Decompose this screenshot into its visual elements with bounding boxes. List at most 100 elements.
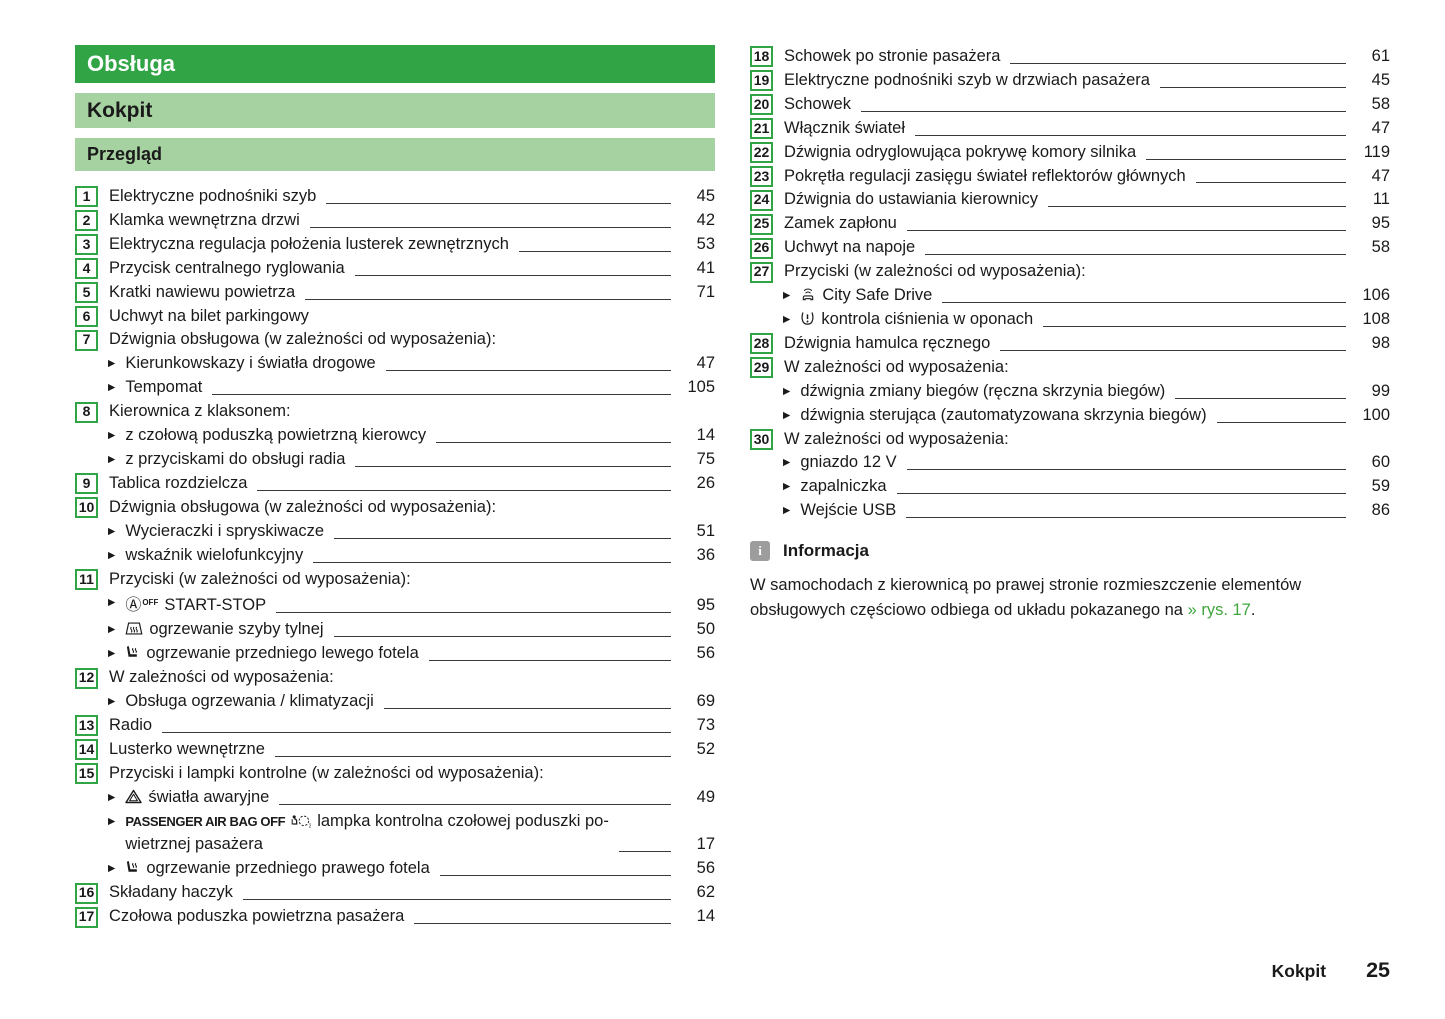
- entry-number-badge: 29: [750, 357, 773, 379]
- toc-entries-right: 18 Schowek po stronie pasażera 61 19 Elektry…: [750, 45, 1390, 523]
- entry-page-number: 58: [1371, 238, 1390, 257]
- triangle-bullet-icon: ▶: [108, 549, 116, 561]
- info-note: i Informacja W samochodach z kierownicą …: [750, 541, 1390, 623]
- entry-label: W zależności od wyposażenia:: [784, 357, 1009, 376]
- toc-subentry: ▶ Obsługa ogrzewania / klimatyzacji 69: [75, 690, 715, 714]
- figure-reference-link[interactable]: » rys. 17: [1187, 601, 1251, 620]
- leader-line: [1010, 62, 1346, 64]
- toc-subentry: ▶ dźwignia sterująca (zautomatyzowana skr…: [750, 404, 1390, 428]
- subentry-label: ogrzewanie przedniego lewego fotela: [125, 642, 419, 666]
- leader-line: [305, 298, 671, 300]
- leader-line: [1195, 182, 1346, 184]
- entry-label: Składany haczyk: [109, 883, 233, 902]
- toc-subentry: ▶ ogrzewanie przedniego prawego fotela 56: [75, 857, 715, 881]
- toc-entry: 22 Dźwignia odryglowująca pokrywę komory …: [750, 141, 1390, 165]
- toc-entry: 8 Kierownica z klaksonem:: [75, 400, 715, 424]
- triangle-bullet-icon: ▶: [783, 457, 791, 469]
- start-stop-icon: ⒶOFF: [125, 597, 159, 615]
- leader-line: [326, 202, 671, 204]
- toc-subentry: ▶ z czołową poduszką powietrzną kierowcy 1…: [75, 424, 715, 448]
- entry-label: Czołowa poduszka powietrzna pasażera: [109, 907, 405, 926]
- subentry-label: gniazdo 12 V: [800, 451, 896, 475]
- entry-number-badge: 12: [75, 667, 98, 689]
- subentry-text: ogrzewanie przedniego lewego fotela: [146, 644, 419, 663]
- leader-line: [334, 537, 671, 539]
- triangle-bullet-icon: ▶: [108, 453, 116, 465]
- leader-line: [1043, 325, 1346, 327]
- entry-page-number: 105: [687, 378, 715, 397]
- seat-heating-left-icon: [125, 644, 140, 662]
- leader-line: [518, 250, 671, 252]
- entry-page-number: 100: [1362, 405, 1390, 424]
- entry-label: Uchwyt na bilet parkingowy: [109, 306, 309, 325]
- entry-page-number: 106: [1362, 286, 1390, 305]
- triangle-bullet-icon: ▶: [108, 863, 116, 875]
- leader-line: [915, 134, 1346, 136]
- entry-label: W zależności od wyposażenia:: [784, 429, 1009, 448]
- entry-page-number: 41: [696, 258, 715, 277]
- subentry-label: dźwignia zmiany biegów (ręczna skrzynia …: [800, 380, 1165, 404]
- toc-entry: 26 Uchwyt na napoje 58: [750, 236, 1390, 260]
- subentry-text: kontrola ciśnienia w oponach: [821, 309, 1034, 328]
- toc-subentry: ▶ światła awaryjne 49: [75, 786, 715, 810]
- triangle-bullet-icon: ▶: [783, 313, 791, 325]
- subentry-text: Wejście USB: [800, 501, 897, 520]
- toc-entry: 6 Uchwyt na bilet parkingowy: [75, 305, 715, 329]
- entry-number-badge: 9: [75, 473, 98, 495]
- toc-subentry: ▶ kontrola ciśnienia w oponach 108: [750, 308, 1390, 332]
- entry-number-badge: 13: [75, 715, 98, 737]
- subentry-text: START-STOP: [164, 596, 267, 615]
- subentry-text: Wycieraczki i spryskiwacze: [125, 521, 325, 540]
- entry-label: Klamka wewnętrzna drzwi: [109, 210, 300, 229]
- entry-page-number: 47: [1371, 166, 1390, 185]
- toc-entry: 7 Dźwignia obsługowa (w zależności od wyp…: [75, 328, 715, 352]
- entry-page-number: 60: [1371, 453, 1390, 472]
- entry-label: W zależności od wyposażenia:: [109, 668, 334, 687]
- triangle-bullet-icon: ▶: [108, 358, 116, 370]
- leader-line: [618, 851, 671, 853]
- subentry-label: City Safe Drive: [800, 284, 932, 308]
- triangle-bullet-icon: ▶: [783, 385, 791, 397]
- entry-number-badge: 17: [75, 906, 98, 928]
- leader-line: [274, 755, 671, 757]
- rear-window-heating-icon: [125, 620, 143, 638]
- toc-subentry: ▶ ogrzewanie przedniego lewego fotela 56: [75, 642, 715, 666]
- toc-subentry: ▶ ⒶOFF START-STOP 95: [75, 591, 715, 618]
- subentry-text: lampka kontrolna czołowej poduszki po-: [317, 811, 609, 830]
- entry-page-number: 51: [696, 521, 715, 540]
- city-safe-drive-icon: [800, 286, 816, 304]
- toc-entry: 11 Przyciski (w zależności od wyposażenia…: [75, 568, 715, 592]
- entry-label: Schowek po stronie pasażera: [784, 47, 1001, 65]
- toc-entry: 18 Schowek po stronie pasażera 61: [750, 45, 1390, 69]
- toc-subentry: ▶ City Safe Drive 106: [750, 284, 1390, 308]
- toc-subentry: ▶ Wejście USB 86: [750, 499, 1390, 523]
- toc-entry: 13 Radio 73: [75, 714, 715, 738]
- leader-line: [414, 923, 671, 925]
- subentry-label: ogrzewanie szyby tylnej: [125, 618, 324, 642]
- entry-label: Dźwignia do ustawiania kierownicy: [784, 190, 1039, 209]
- entry-number-badge: 8: [75, 401, 98, 423]
- entry-number-badge: 5: [75, 282, 98, 304]
- entry-page-number: 45: [696, 187, 715, 205]
- entry-label: Schowek: [784, 94, 851, 113]
- entry-label: Włącznik świateł: [784, 118, 906, 137]
- entry-number-badge: 6: [75, 305, 98, 327]
- passenger-airbag-off-label: PASSENGER AIR BAG OFF: [125, 813, 286, 829]
- triangle-bullet-icon: ▶: [108, 624, 116, 636]
- triangle-bullet-icon: ▶: [108, 597, 116, 609]
- toc-entry: 20 Schowek 58: [750, 93, 1390, 117]
- subentry-text: Obsługa ogrzewania / klimatyzacji: [125, 692, 374, 711]
- entry-label: Elektryczne podnośniki szyb: [109, 187, 317, 205]
- entry-label: Przyciski i lampki kontrolne (w zależnoś…: [109, 763, 544, 782]
- entry-number-badge: 26: [750, 237, 773, 259]
- entry-label: Tablica rozdzielcza: [109, 473, 248, 492]
- toc-entry: 4 Przycisk centralnego ryglowania 41: [75, 257, 715, 281]
- entry-number-badge: 30: [750, 428, 773, 450]
- toc-right-column: 18 Schowek po stronie pasażera 61 19 Elektry…: [750, 45, 1390, 623]
- leader-line: [1146, 158, 1346, 160]
- subentry-text: Tempomat: [125, 378, 203, 397]
- leader-line: [313, 561, 671, 563]
- info-note-body: W samochodach z kierownicą po prawej str…: [750, 573, 1390, 623]
- info-note-period: .: [1250, 601, 1256, 620]
- subentry-text: Kierunkowskazy i światła drogowe: [125, 354, 376, 373]
